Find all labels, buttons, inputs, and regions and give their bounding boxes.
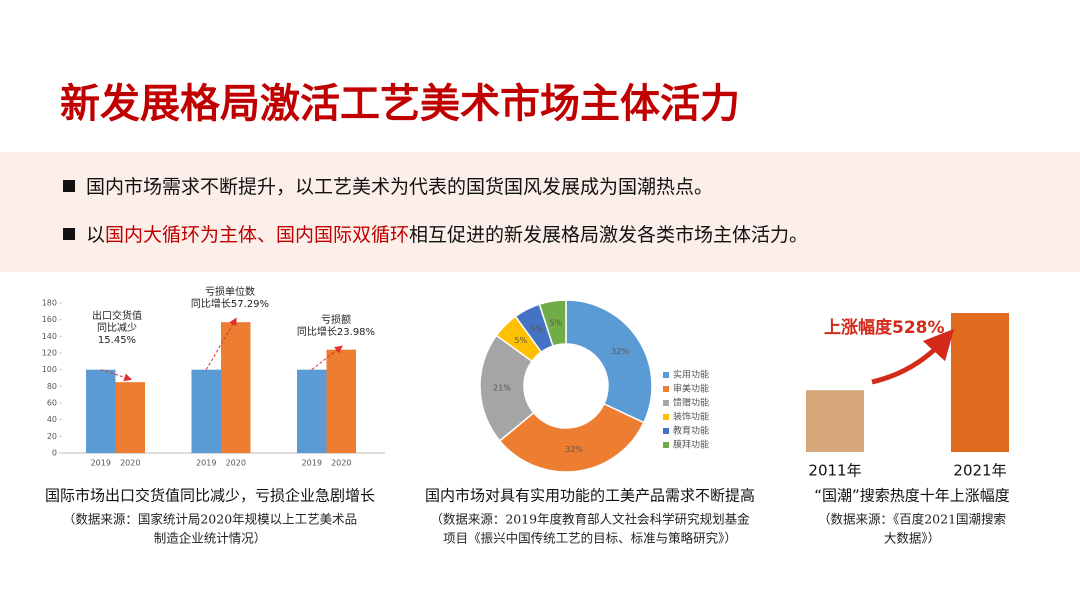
bar [86,369,116,453]
chart-caption: 国内市场对具有实用功能的工美产品需求不断提高 [425,487,755,505]
bar [221,322,251,453]
bullet-part: 以 [86,224,105,246]
legend-swatch [663,400,669,406]
bar-annotation: 同比增长23.98% [297,325,375,338]
y-tick-label: 160 [42,315,57,324]
bar-annotation: 亏损单位数 [205,285,255,298]
y-tick-label: 40 [47,415,57,424]
bullet-part: 国内市场需求不断提升，以工艺美术为代表的国货国风发展成为国潮热点。 [86,176,713,198]
bar [326,349,356,453]
bullet-band [0,152,1080,272]
slice-label: 5% [550,318,563,327]
bullet-text: 国内市场需求不断提升，以工艺美术为代表的国货国风发展成为国潮热点。 [86,176,713,198]
legend-swatch [663,442,669,448]
legend-label: 膜拜功能 [673,439,709,451]
y-tick-label: 100 [42,365,57,374]
source-note: 项目《振兴中国传统工艺的目标、标准与策略研究》） [443,531,737,546]
y-tick-label: 0 [52,449,57,458]
chart-caption: 国际市场出口交货值同比减少，亏损企业急剧增长 [45,487,375,505]
slice-label: 32% [565,445,583,454]
y-tick-label: 20 [47,432,57,441]
bar-annotation: 同比减少 [97,322,137,334]
slice-label: 5% [531,324,544,333]
bar-annotation: 15.45% [98,335,136,346]
slide-title: 新发展格局激活工艺美术市场主体活力 [60,81,740,127]
legend-swatch [663,372,669,378]
x-tick-label: 2020 [226,459,246,468]
growth-annotation: 上涨幅度528% [824,317,945,338]
x-tick-label: 2011年 [808,462,861,480]
trend-arrow [311,345,343,371]
legend-label: 装饰功能 [673,411,709,423]
x-tick-label: 2019 [302,459,322,468]
source-note: 制造企业统计情况） [154,531,267,546]
y-tick-label: 80 [47,382,57,391]
x-tick-label: 2020 [331,459,351,468]
y-tick-label: 180 [42,299,57,308]
slice-label: 21% [493,384,511,393]
bullet-text: 以国内大循环为主体、国内国际双循环相互促进的新发展格局激发各类市场主体活力。 [86,224,808,246]
bullet-highlight: 国内大循环为主体、国内国际双循环 [105,224,409,246]
donut-slice [565,299,653,424]
slice-label: 5% [514,336,527,345]
bar [951,313,1009,452]
trend-arrow [100,369,133,382]
bullet-marker [63,180,75,192]
donut-slice [538,299,567,348]
chart-caption: “国潮”搜索热度十年上涨幅度 [814,487,1010,505]
bullet-part: 相互促进的新发展格局激发各类市场主体活力。 [409,224,808,246]
bar-annotation: 同比增长57.29% [191,297,269,310]
bar-annotation: 亏损额 [321,313,351,326]
source-note: （数据来源：2019年度教育部人文社会科学研究规划基金 [430,512,750,527]
y-tick-label: 60 [47,399,57,408]
legend-label: 实用功能 [673,369,709,381]
x-tick-label: 2019 [196,459,216,468]
legend-swatch [663,414,669,420]
x-tick-label: 2021年 [953,462,1006,480]
growth-arrow [871,328,955,385]
donut-slice [498,402,645,473]
y-tick-label: 140 [42,332,57,341]
bar [191,369,221,453]
bar [806,390,864,452]
legend-label: 审美功能 [673,383,709,395]
bar-annotation: 出口交货值 [92,309,142,322]
bar [115,382,145,453]
legend-swatch [663,386,669,392]
source-note: （数据来源：国家统计局2020年规模以上工艺美术品 [63,512,357,527]
bar [297,369,327,453]
legend-label: 馈赠功能 [673,397,709,409]
source-note: （数据来源：《百度2021国潮搜索 [818,512,1006,527]
x-tick-label: 2020 [120,459,140,468]
x-tick-label: 2019 [91,459,111,468]
source-note: 大数据》） [884,531,940,546]
bullet-marker [63,228,75,240]
y-tick-label: 120 [42,349,57,358]
slice-label: 32% [611,347,629,356]
legend-label: 教育功能 [673,425,709,437]
legend-swatch [663,428,669,434]
